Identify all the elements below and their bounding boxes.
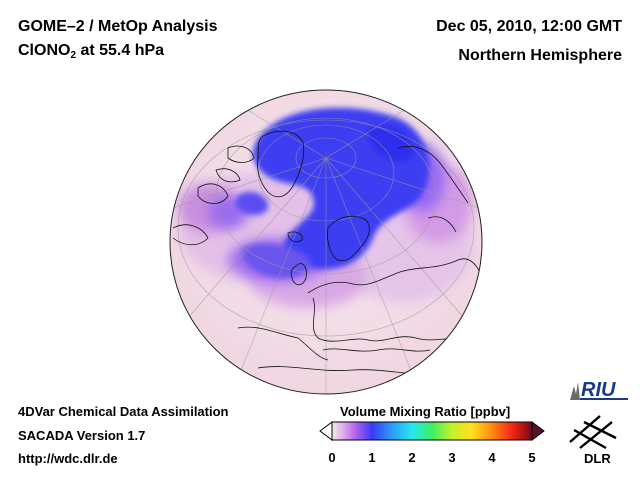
footer-version: SACADA Version 1.7 bbox=[18, 428, 146, 443]
footer-method: 4DVar Chemical Data Assimilation bbox=[18, 404, 229, 419]
colorbar-tick: 1 bbox=[368, 450, 376, 465]
dlr-logo-text: DLR bbox=[584, 451, 611, 466]
map-hemisphere: Northern Hemisphere bbox=[458, 47, 622, 64]
concentration-field-high bbox=[235, 107, 430, 279]
footer-url: http://wdc.dlr.de bbox=[18, 451, 118, 466]
species-subscript: 2 bbox=[70, 50, 77, 61]
colorbar bbox=[319, 421, 545, 441]
colorbar-tick: 4 bbox=[488, 450, 496, 465]
colorbar-over-arrow bbox=[531, 421, 545, 441]
riu-logo-text: RIU bbox=[581, 379, 616, 401]
species-level: at 55.4 hPa bbox=[76, 42, 165, 59]
map-subtitle-species: ClONO2 at 55.4 hPa bbox=[18, 42, 164, 61]
colorbar-under-arrow bbox=[319, 421, 333, 441]
map-title: GOME–2 / MetOp Analysis bbox=[18, 18, 218, 35]
species-name: ClONO bbox=[18, 42, 71, 59]
globe-map bbox=[169, 89, 483, 395]
map-datetime: Dec 05, 2010, 12:00 GMT bbox=[436, 18, 622, 35]
colorbar-tick: 0 bbox=[328, 450, 336, 465]
colorbar-tick: 5 bbox=[528, 450, 536, 465]
colorbar-tick: 2 bbox=[408, 450, 416, 465]
graticule bbox=[172, 97, 480, 394]
colorbar-tick: 3 bbox=[448, 450, 456, 465]
colorbar-title: Volume Mixing Ratio [ppbv] bbox=[340, 404, 511, 419]
dlr-logo-icon bbox=[569, 415, 617, 450]
riu-logo-icon: RIU bbox=[570, 379, 628, 401]
